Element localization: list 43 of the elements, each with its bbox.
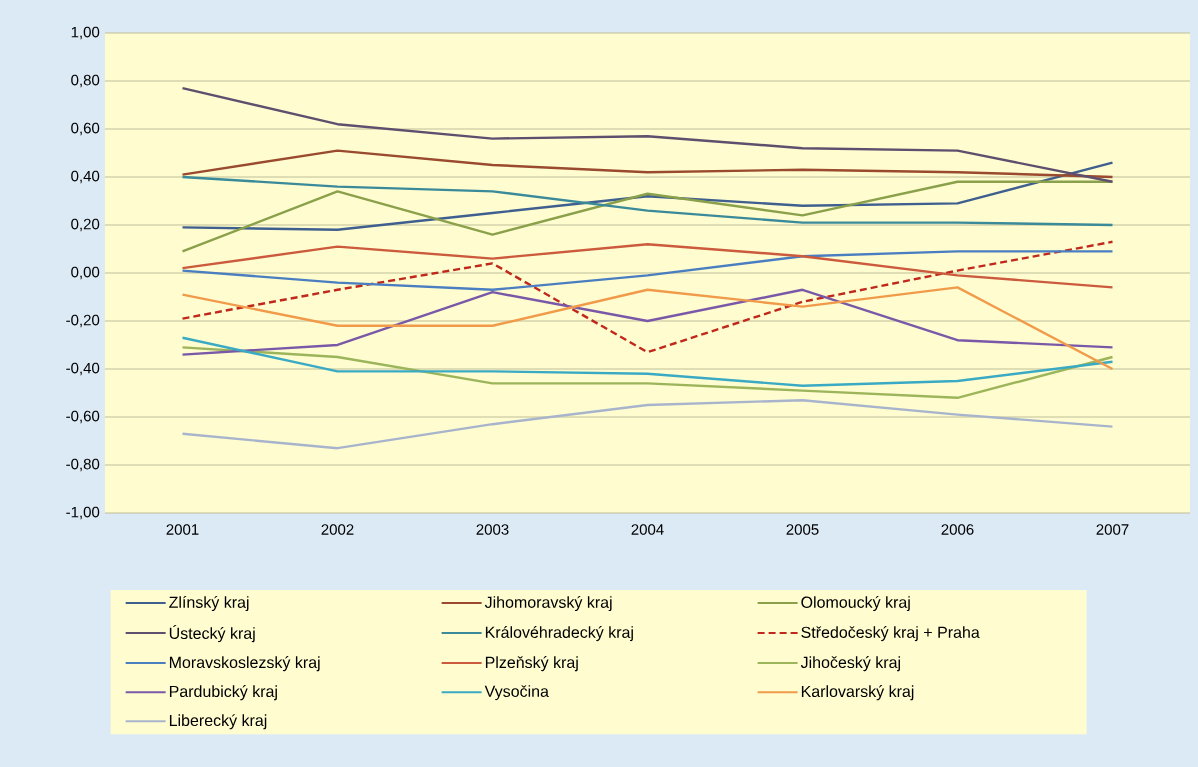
- line-series: [181, 240, 1114, 354]
- legend-label: Zlínský kraj: [169, 595, 249, 612]
- line-series: [181, 286, 1114, 371]
- line-series: [181, 346, 1114, 399]
- x-tick-label: 2002: [321, 524, 354, 535]
- line-series: [181, 250, 1114, 291]
- y-tick-label: -0,20: [66, 314, 100, 328]
- legend-label: Karlovarský kraj: [801, 685, 914, 701]
- legend-label: Olomoucký kraj: [801, 595, 910, 612]
- x-tick-label: 2006: [941, 524, 974, 535]
- legend-label: Plzeňský kraj: [485, 656, 578, 672]
- y-tick-label: 0,80: [71, 74, 100, 88]
- y-tick-label: 0,00: [71, 266, 100, 280]
- y-tick-label: -1,00: [66, 506, 100, 520]
- y-tick-label: 1,00: [71, 26, 100, 40]
- line-series: [181, 242, 1114, 289]
- legend-label: Vysočina: [484, 685, 549, 701]
- y-tick-label: 0,40: [71, 170, 100, 184]
- y-tick-label: -0,80: [66, 458, 100, 472]
- y-tick-label: -0,40: [66, 362, 100, 376]
- legend-label: Ústecký kraj: [169, 625, 255, 643]
- x-tick-label: 2003: [476, 524, 509, 535]
- legend-label: Jihomoravský kraj: [484, 595, 612, 612]
- line-series: [181, 161, 1114, 231]
- line-series: [181, 175, 1114, 227]
- legend-label: Moravskoslezský kraj: [169, 656, 320, 672]
- y-tick-label: -0,60: [66, 410, 100, 424]
- legend-label: Královéhradecký kraj: [485, 626, 633, 642]
- x-tick-label: 2001: [166, 524, 199, 535]
- y-tick-label: 0,20: [71, 218, 100, 232]
- x-tick-label: 2005: [786, 524, 819, 535]
- legend-label: Jihočeský kraj: [800, 656, 900, 672]
- x-tick-label: 2004: [631, 524, 664, 535]
- legend-label: Středočeský kraj + Praha: [801, 626, 980, 642]
- y-tick-label: 0,60: [71, 122, 100, 136]
- legend-label: Pardubický kraj: [169, 685, 277, 701]
- x-tick-label: 2007: [1096, 524, 1129, 535]
- line-series: [181, 398, 1114, 450]
- legend-label: Liberecký kraj: [169, 714, 267, 730]
- line-series: [181, 336, 1114, 387]
- line-series: [181, 86, 1114, 183]
- line-series: [181, 288, 1114, 356]
- line-series: [181, 149, 1114, 179]
